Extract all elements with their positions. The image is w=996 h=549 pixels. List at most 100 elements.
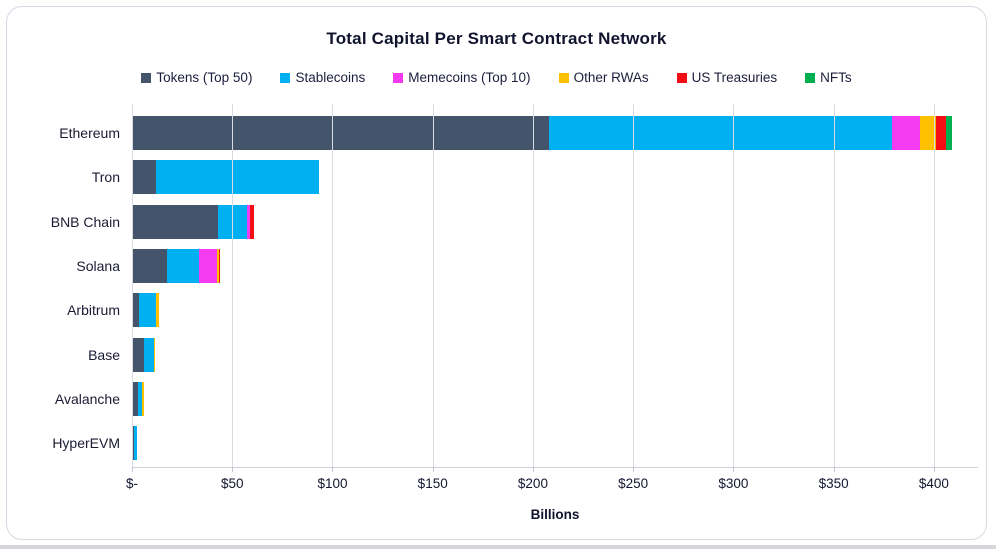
gridline xyxy=(432,104,434,467)
axis-tick xyxy=(432,467,434,472)
bar-segment-tokens-top-50 xyxy=(132,381,138,416)
bar-segment-memecoins-top-10 xyxy=(199,249,218,284)
bar-row-base: Base xyxy=(88,332,978,376)
legend-swatch-memecoins-top-10 xyxy=(393,72,404,83)
bar-segment-other-rwas xyxy=(217,249,219,284)
axis-tick xyxy=(332,467,334,472)
plot-area: Ethereum Tron BNB Chain Solana Arbitrum Base A… xyxy=(51,104,978,522)
legend-label: US Treasuries xyxy=(691,70,778,85)
gridline xyxy=(733,104,735,467)
stacked-bar xyxy=(132,426,978,461)
gridline xyxy=(633,104,635,467)
axis-tick xyxy=(132,467,133,472)
stacked-bar xyxy=(132,116,978,151)
stacked-bar xyxy=(132,293,978,328)
axis-tick xyxy=(633,467,635,472)
stacked-bar xyxy=(132,249,978,284)
bar-row-bnb-chain: BNB Chain xyxy=(51,200,978,244)
chart-card: Total Capital Per Smart Contract Network… xyxy=(6,6,987,540)
bar-row-hyperevm: HyperEVM xyxy=(52,421,978,465)
y-axis-label: BNB Chain xyxy=(50,213,120,230)
bar-segment-stablecoins xyxy=(139,293,157,328)
gridline xyxy=(232,104,234,467)
gridline xyxy=(132,104,133,467)
x-tick-label: $400 xyxy=(918,476,949,491)
bar-segment-tokens-top-50 xyxy=(132,204,219,239)
legend-label: Other RWAs xyxy=(573,70,649,85)
x-tick-label: $350 xyxy=(818,476,849,491)
axis-tick xyxy=(733,467,735,472)
bar-segment-tokens-top-50 xyxy=(132,249,168,284)
legend-swatch-other-rwas xyxy=(558,72,569,83)
stacked-bar xyxy=(132,381,978,416)
bar-segment-us-treasuries xyxy=(250,204,255,239)
legend-swatch-tokens-top-50 xyxy=(141,72,152,83)
legend-swatch-nfts xyxy=(805,72,816,83)
bar-segment-us-treasuries xyxy=(935,116,946,151)
bar-segment-other-rwas xyxy=(156,293,159,328)
axis-tick xyxy=(933,467,935,472)
bar-rows: Ethereum Tron BNB Chain Solana Arbitrum Base A… xyxy=(51,111,978,465)
axis-tick xyxy=(833,467,835,472)
legend-label: Memecoins (Top 10) xyxy=(408,70,531,85)
y-axis-label: Arbitrum xyxy=(67,302,120,319)
legend-label: Tokens (Top 50) xyxy=(156,70,253,85)
x-tick-label: $250 xyxy=(618,476,649,491)
legend-swatch-us-treasuries xyxy=(676,72,687,83)
bar-segment-memecoins-top-10 xyxy=(247,204,251,239)
legend-swatch-stablecoins xyxy=(280,72,291,83)
x-tick-label: $50 xyxy=(220,476,244,491)
stacked-bar xyxy=(132,160,978,195)
x-tick-label: $- xyxy=(125,476,139,491)
x-tick-label: $100 xyxy=(317,476,348,491)
bar-segment-stablecoins xyxy=(144,337,155,372)
legend-label: Stablecoins xyxy=(295,70,366,85)
bar-segment-tokens-top-50 xyxy=(132,116,549,151)
axis-tick xyxy=(532,467,534,472)
legend-item-stablecoins: Stablecoins xyxy=(280,70,365,85)
axis-tick xyxy=(232,467,234,472)
stacked-bar xyxy=(132,204,978,239)
bar-row-arbitrum: Arbitrum xyxy=(67,288,978,332)
y-axis-label: HyperEVM xyxy=(52,435,120,452)
y-axis-label: Tron xyxy=(91,169,120,186)
bar-segment-stablecoins xyxy=(167,249,200,284)
y-axis-label: Avalanche xyxy=(54,390,120,407)
bar-segment-nfts xyxy=(945,116,952,151)
bar-row-tron: Tron xyxy=(92,155,978,199)
stacked-bar xyxy=(132,337,978,372)
window-bottom-edge xyxy=(0,545,996,549)
gridline xyxy=(933,104,935,467)
bar-segment-us-treasuries xyxy=(218,249,220,284)
legend: Tokens (Top 50) Stablecoins Memecoins (Top… xyxy=(7,70,986,85)
bar-segment-stablecoins xyxy=(156,160,320,195)
bar-segment-other-rwas xyxy=(919,116,936,151)
bar-segment-stablecoins xyxy=(134,426,137,461)
legend-item-us-treasuries: US Treasuries xyxy=(676,70,778,85)
x-tick-label: $300 xyxy=(718,476,749,491)
bar-segment-tokens-top-50 xyxy=(132,426,134,461)
bar-row-avalanche: Avalanche xyxy=(55,377,978,421)
bar-segment-tokens-top-50 xyxy=(132,293,140,328)
y-axis-label: Ethereum xyxy=(59,125,120,142)
bar-segment-other-rwas xyxy=(142,381,144,416)
legend-label: NFTs xyxy=(820,70,852,85)
y-axis-label: Solana xyxy=(76,258,120,275)
y-axis-label: Base xyxy=(88,346,120,363)
gridline xyxy=(532,104,534,467)
chart-title: Total Capital Per Smart Contract Network xyxy=(326,29,667,48)
bar-row-solana: Solana xyxy=(76,244,978,288)
legend-item-nfts: NFTs xyxy=(805,70,852,85)
bar-row-ethereum: Ethereum xyxy=(59,111,978,155)
bar-segment-tokens-top-50 xyxy=(132,160,157,195)
bar-segment-stablecoins xyxy=(137,381,143,416)
legend-item-other-rwas: Other RWAs xyxy=(558,70,649,85)
x-tick-label: $200 xyxy=(517,476,548,491)
bar-segment-tokens-top-50 xyxy=(132,337,145,372)
gridline xyxy=(332,104,334,467)
x-axis-title: Billions xyxy=(530,507,580,522)
legend-item-tokens-top-50: Tokens (Top 50) xyxy=(141,70,252,85)
x-tick-label: $150 xyxy=(417,476,448,491)
legend-item-memecoins-top-10: Memecoins (Top 10) xyxy=(393,70,531,85)
bar-segment-other-rwas xyxy=(154,337,156,372)
